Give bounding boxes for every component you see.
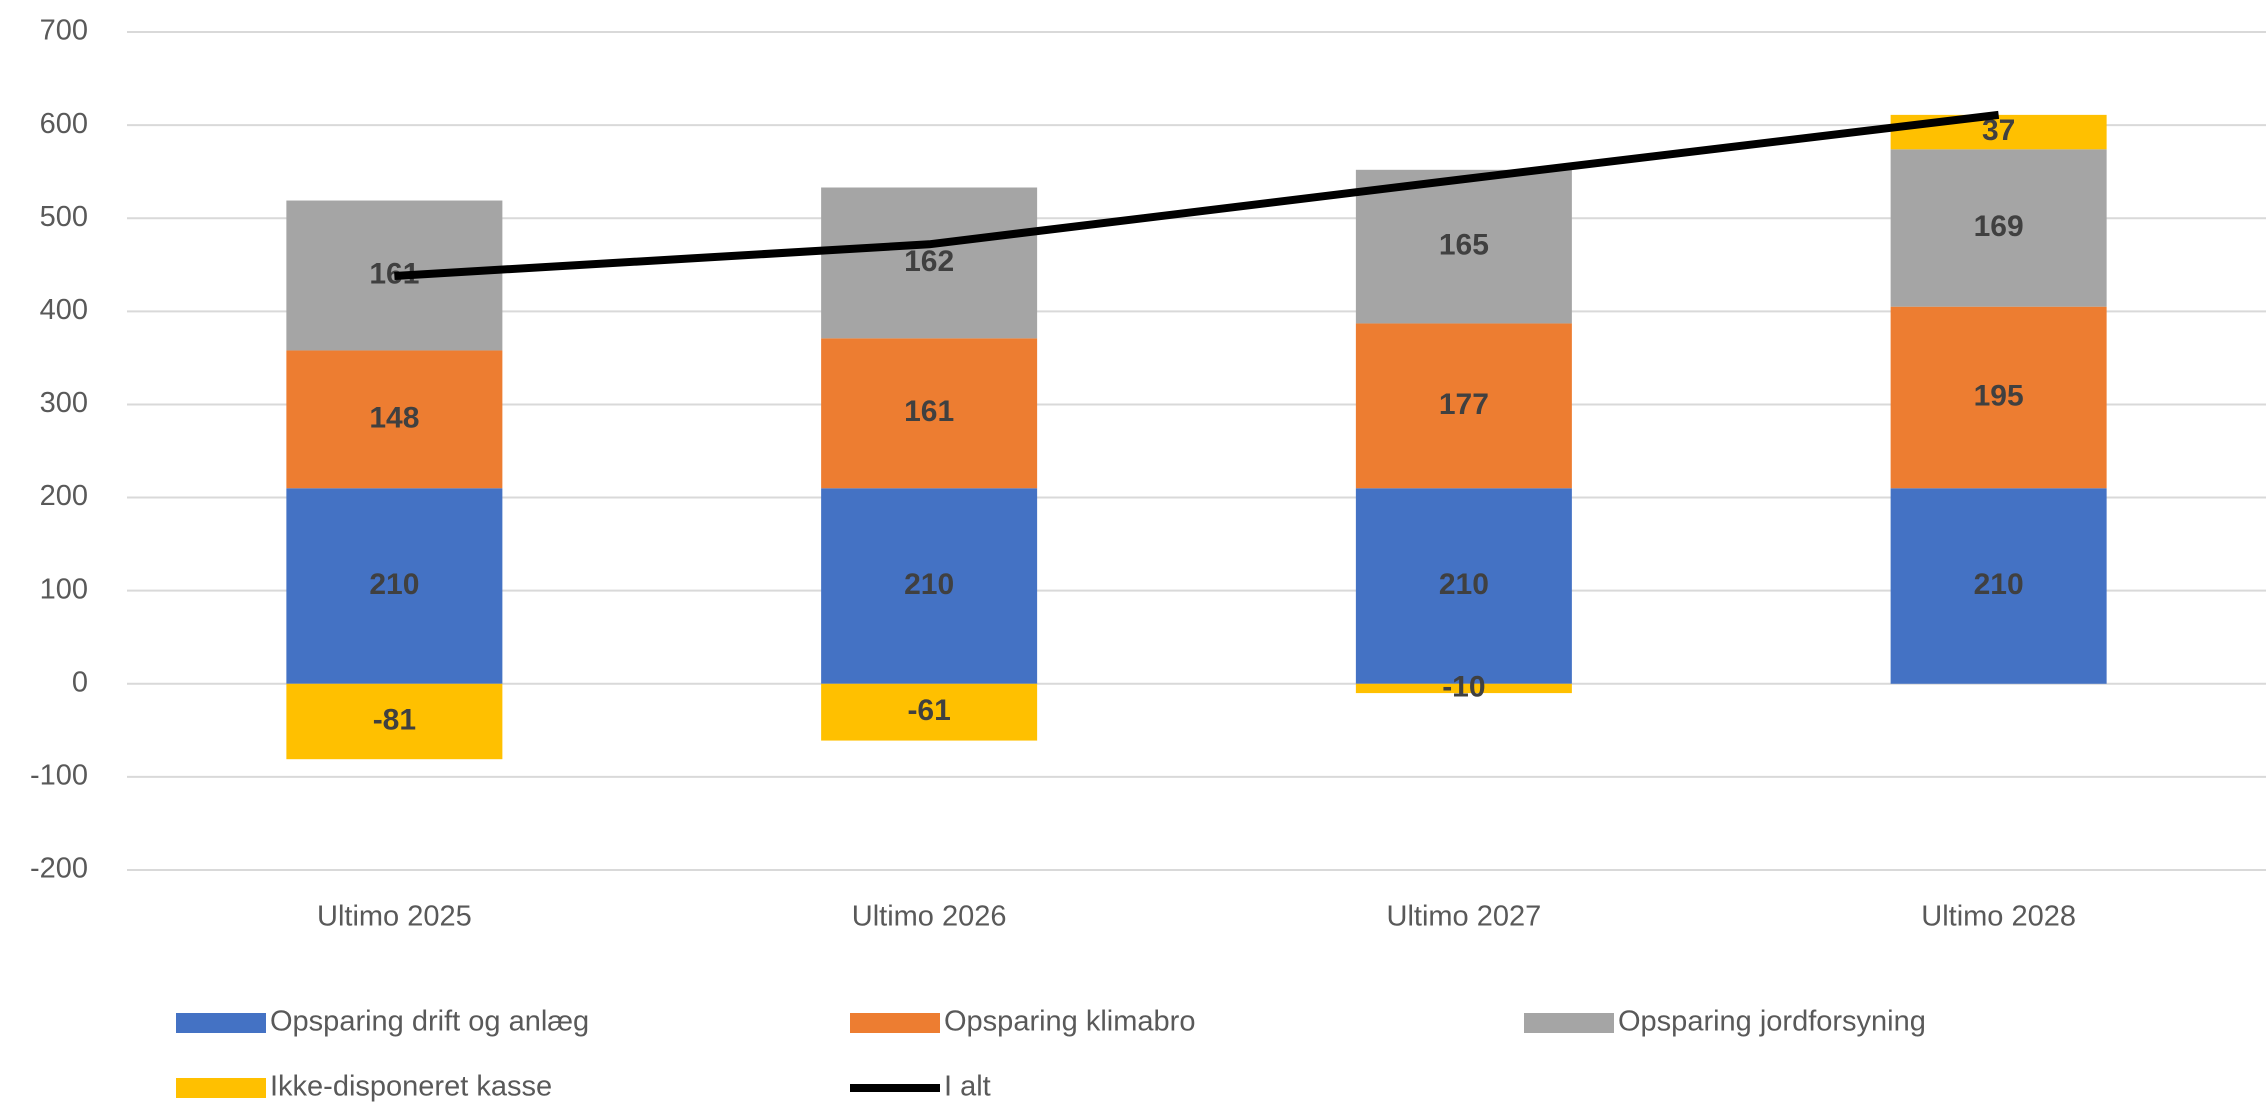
data-label: -81 [373, 703, 416, 736]
bar-segment [821, 488, 1038, 684]
bar-segment [1890, 306, 2107, 489]
bar-segment [821, 187, 1038, 339]
y-tick-label: -200 [30, 853, 88, 885]
y-tick-label: 0 [72, 666, 88, 698]
bar-segment [1890, 488, 2107, 684]
bar-segment [1355, 169, 1572, 324]
y-tick-label: 600 [40, 108, 88, 140]
data-label: 161 [904, 395, 954, 428]
data-label: -61 [907, 694, 950, 727]
data-label: 195 [1974, 379, 2024, 412]
total-line [394, 110, 2000, 280]
legend-label: Opsparing drift og anlæg [270, 1006, 589, 1038]
legend-label: Opsparing klimabro [944, 1006, 1195, 1038]
y-tick-label: -100 [30, 760, 88, 792]
y-tick-label: 100 [40, 573, 88, 605]
y-tick-label: 200 [40, 480, 88, 512]
bar-segment [1355, 323, 1572, 489]
bar-segment [1355, 683, 1572, 694]
bar-segment [286, 683, 503, 760]
y-tick-label: 300 [40, 387, 88, 419]
x-tick-label: Ultimo 2025 [317, 901, 472, 933]
data-label: 210 [1439, 568, 1489, 601]
data-label: 169 [1974, 210, 2024, 243]
y-tick-label: 700 [40, 15, 88, 47]
data-label: 210 [369, 568, 419, 601]
bar-segment [286, 350, 503, 489]
legend-label: Ikke-disponeret kasse [270, 1071, 552, 1103]
y-tick-label: 500 [40, 201, 88, 233]
x-tick-label: Ultimo 2028 [1921, 901, 2076, 933]
data-label: 148 [369, 401, 419, 434]
legend-swatch [1524, 1013, 1614, 1033]
data-label: -10 [1442, 670, 1485, 703]
x-tick-label: Ultimo 2026 [852, 901, 1007, 933]
legend-swatch [176, 1078, 266, 1098]
data-label: 177 [1439, 388, 1489, 421]
x-tick-label: Ultimo 2027 [1387, 901, 1542, 933]
bar-segment [1890, 149, 2107, 307]
data-label: 165 [1439, 229, 1489, 262]
legend-label: I alt [944, 1071, 991, 1103]
bar-segment [286, 488, 503, 684]
data-label: 210 [904, 568, 954, 601]
y-tick-label: 400 [40, 294, 88, 326]
legend-label: Opsparing jordforsyning [1618, 1006, 1926, 1038]
legend-swatch [176, 1013, 266, 1033]
legend-swatch [850, 1013, 940, 1033]
bar-segment [821, 338, 1038, 489]
bar-segment [1355, 488, 1572, 684]
data-label: 162 [904, 245, 954, 278]
bar-segment [821, 683, 1038, 741]
data-label: 210 [1974, 568, 2024, 601]
